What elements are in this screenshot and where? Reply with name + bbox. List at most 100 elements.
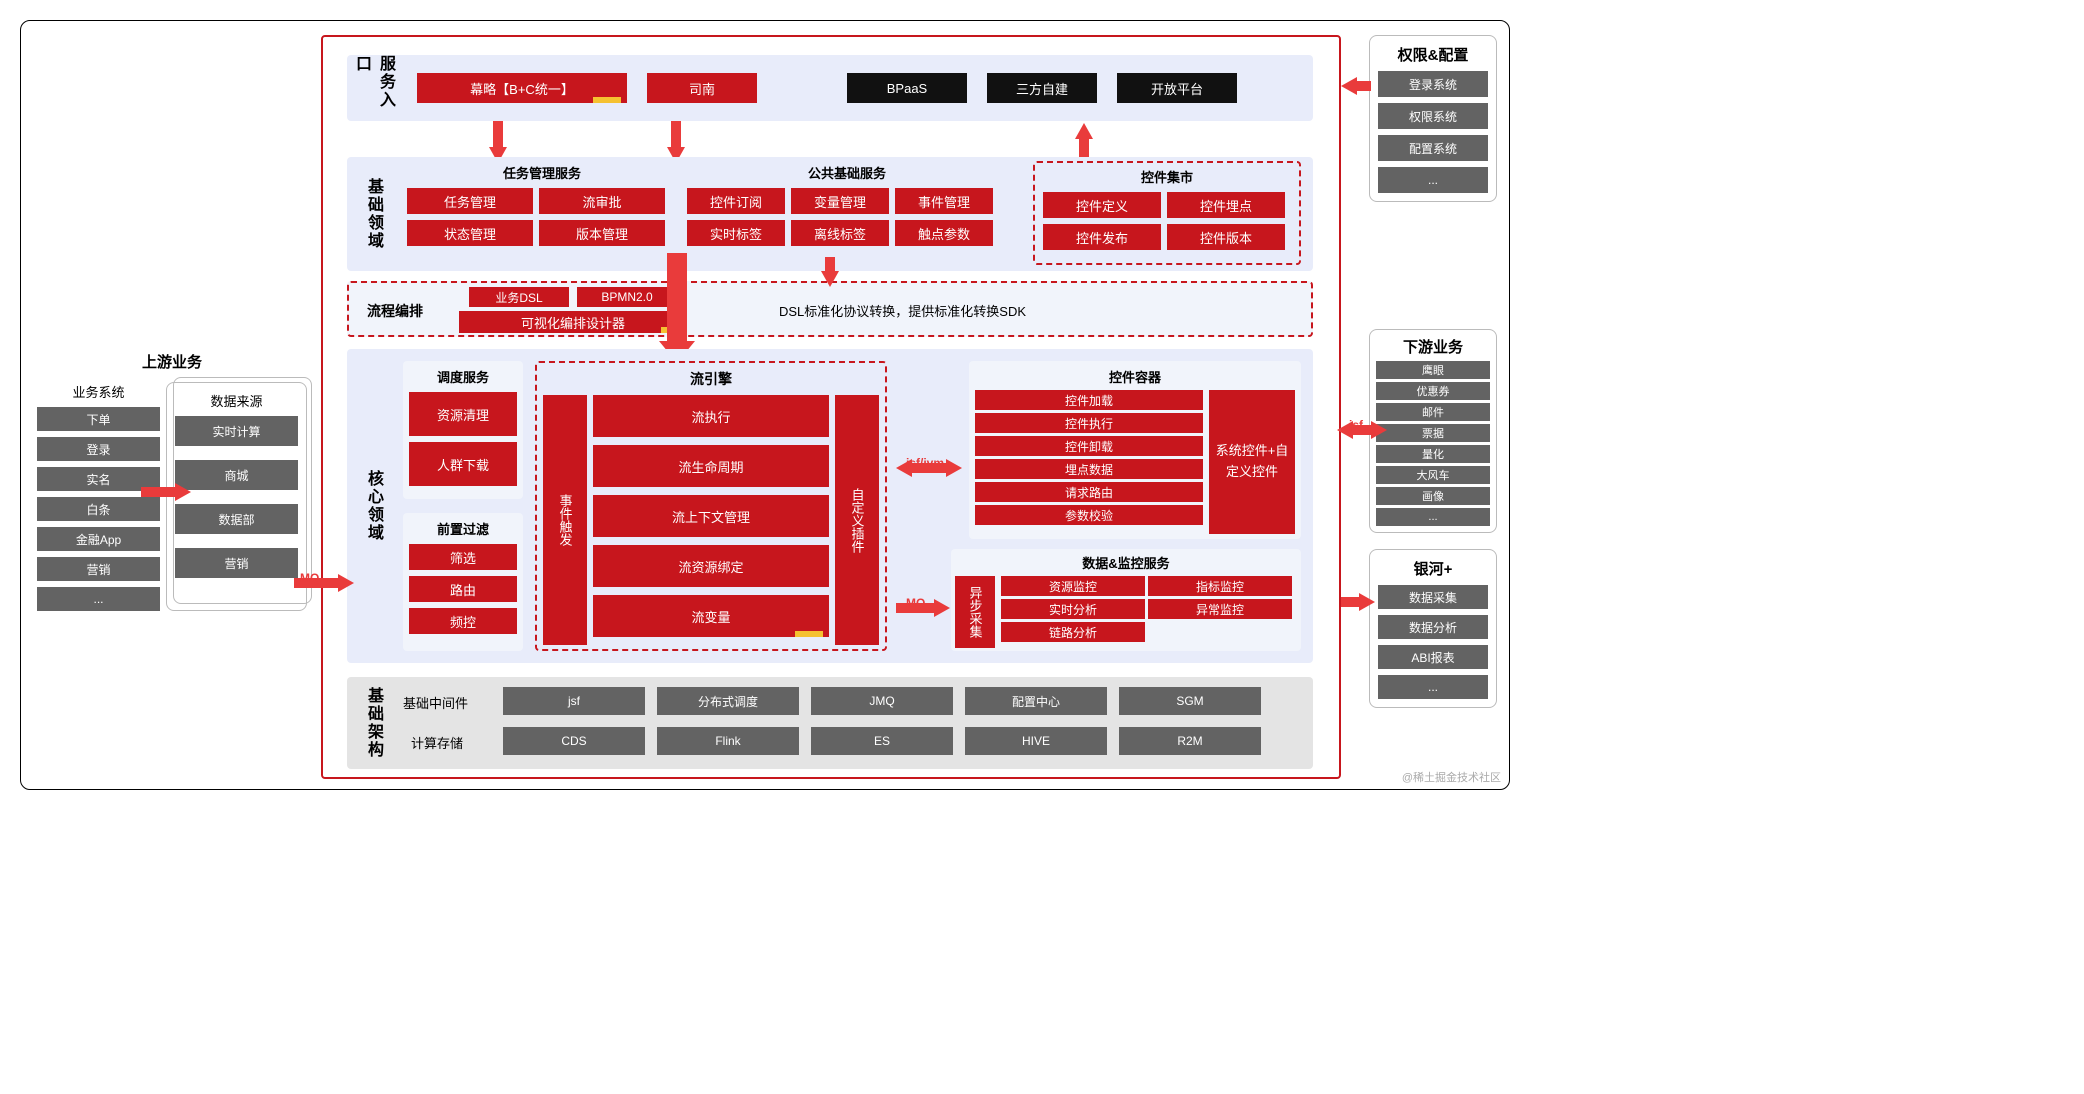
- base-mw-list-item: 配置中心: [965, 687, 1107, 715]
- base-mw-label: 基础中间件: [403, 693, 468, 712]
- base-domain-panel: 基础领域 任务管理服务 任务管理流审批状态管理版本管理 公共基础服务 控件订阅变…: [347, 157, 1313, 271]
- galaxy-list-item: 数据分析: [1378, 615, 1488, 639]
- task-mgmt-list-item: 状态管理: [407, 220, 533, 246]
- compute-list-item: ES: [811, 727, 953, 755]
- flow-mid-list-item: 流生命周期: [593, 445, 829, 487]
- task-mgmt-list-item: 任务管理: [407, 188, 533, 214]
- biz-sys-list-item: 金融App: [37, 527, 160, 551]
- pub-base-list-item: 控件订阅: [687, 188, 785, 214]
- widget-cont-left-item: 控件执行: [975, 413, 1203, 433]
- base-domain-label: 基础领域: [355, 157, 391, 271]
- biz-sys-list: 下单登录实名白条金融App营销...: [37, 407, 160, 611]
- data-src-list-item: 数据部: [175, 504, 298, 534]
- core-domain-label: 核心领域: [355, 349, 391, 663]
- compute-list-item: Flink: [657, 727, 799, 755]
- biz-sys-list-item: 营销: [37, 557, 160, 581]
- pre-filter-list-item: 路由: [409, 576, 517, 602]
- downstream-list: 鹰眼优惠券邮件票据量化大风车画像...: [1376, 361, 1490, 526]
- widget-market-list-item: 控件定义: [1043, 192, 1161, 218]
- widget-cont-left-item: 请求路由: [975, 482, 1203, 502]
- upstream-block: 上游业务 业务系统 下单登录实名白条金融App营销... 数据来源 实时计算商城…: [37, 351, 307, 611]
- widget-cont-left-item: 控件卸载: [975, 436, 1203, 456]
- data-mon-list-item: 实时分析: [1001, 599, 1145, 619]
- task-mgmt-list-item: 版本管理: [539, 220, 665, 246]
- upstream-title: 上游业务: [37, 351, 307, 372]
- widget-cont-left-item: 控件加载: [975, 390, 1203, 410]
- perm-list-item: ...: [1378, 167, 1488, 193]
- compute-label: 计算存储: [411, 733, 463, 752]
- core-domain-panel: 核心领域 调度服务 资源清理人群下载 前置过滤 筛选路由频控 流引擎 事件触发 …: [347, 349, 1313, 663]
- proc-biz-dsl: 业务DSL: [469, 287, 569, 307]
- arrow-jsf: jsf: [1349, 418, 1363, 432]
- flow-mid-list-item: 流执行: [593, 395, 829, 437]
- schedule-list: 资源清理人群下载: [409, 392, 517, 486]
- flow-mid-list-item: 流变量: [593, 595, 829, 637]
- flow-mid-list-item: 流资源绑定: [593, 545, 829, 587]
- compute-list: CDSFlinkESHIVER2M: [503, 727, 1261, 755]
- perm-list: 登录系统权限系统配置系统...: [1378, 71, 1488, 193]
- compute-list-item: HIVE: [965, 727, 1107, 755]
- downstream-list-item: 票据: [1376, 424, 1490, 442]
- pub-base-list-item: 事件管理: [895, 188, 993, 214]
- widget-cont-right: 系统控件+自定义控件: [1209, 390, 1295, 534]
- base-mw-list-item: SGM: [1119, 687, 1261, 715]
- arrow-mq1: MQ: [300, 571, 319, 585]
- base-mw-list-item: JMQ: [811, 687, 953, 715]
- proc-bpmn: BPMN2.0: [577, 287, 677, 307]
- data-mon-list-item: 异常监控: [1148, 599, 1292, 619]
- widget-cont-left: 控件加载控件执行控件卸载埋点数据请求路由参数校验: [975, 390, 1203, 534]
- watermark: @稀土掘金技术社区: [1402, 769, 1501, 785]
- data-mon-list-item: 链路分析: [1001, 622, 1145, 642]
- base-arch-label: 基础架构: [355, 677, 391, 769]
- galaxy-list-item: ...: [1378, 675, 1488, 699]
- task-mgmt-list-item: 流审批: [539, 188, 665, 214]
- main-frame: 服务入口 幕略【B+C统一】 司南 BPaaS 三方自建 开放平台 基础领域 任…: [321, 35, 1341, 779]
- compute-list-item: R2M: [1119, 727, 1261, 755]
- downstream-title: 下游业务: [1376, 336, 1490, 357]
- downstream-list-item: 大风车: [1376, 466, 1490, 484]
- widget-market-list-item: 控件发布: [1043, 224, 1161, 250]
- data-src-list-item: 营销: [175, 548, 298, 578]
- downstream-list-item: ...: [1376, 508, 1490, 526]
- data-mon-list: 资源监控指标监控实时分析异常监控链路分析: [1001, 576, 1297, 648]
- task-mgmt-list: 任务管理流审批状态管理版本管理: [407, 188, 677, 246]
- galaxy-list: 数据采集数据分析 ABI报表...: [1378, 585, 1488, 699]
- downstream-list-item: 画像: [1376, 487, 1490, 505]
- galaxy-list-item: ABI报表: [1378, 645, 1488, 669]
- perm-list-item: 配置系统: [1378, 135, 1488, 161]
- arrow-mq2: MQ: [906, 596, 925, 610]
- galaxy-panel: 银河+ 数据采集数据分析ABI报表...: [1369, 549, 1497, 708]
- downstream-list-item: 鹰眼: [1376, 361, 1490, 379]
- flow-right: 自定义插件: [835, 395, 879, 645]
- arrow-jsf-jvm: jsf/jvm: [906, 456, 944, 470]
- proc-desc: DSL标准化协议转换，提供标准化转换SDK: [779, 301, 1026, 320]
- pub-base-list: 控件订阅变量管理事件管理实时标签离线标签触点参数: [687, 188, 1007, 246]
- svc-black-1: 三方自建: [987, 73, 1097, 103]
- pre-filter-list: 筛选路由频控: [409, 544, 517, 634]
- schedule-list-item: 人群下载: [409, 442, 517, 486]
- pre-filter-list-item: 筛选: [409, 544, 517, 570]
- base-mw-list-item: jsf: [503, 687, 645, 715]
- widget-market-title: 控件集市: [1035, 167, 1299, 186]
- schedule-list-item: 资源清理: [409, 392, 517, 436]
- base-mw-list: jsf 分布式调度 JMQ 配置中心 SGM: [503, 687, 1261, 715]
- base-mw-list-item: 分布式调度: [657, 687, 799, 715]
- pre-filter-title: 前置过滤: [409, 519, 517, 538]
- pub-base-list-item: 实时标签: [687, 220, 785, 246]
- widget-cont-title: 控件容器: [975, 367, 1295, 386]
- flow-engine-title: 流引擎: [543, 369, 879, 389]
- data-src-title: 数据来源: [175, 391, 298, 410]
- biz-sys-list-item: 登录: [37, 437, 160, 461]
- perm-panel: 权限&配置 登录系统权限系统配置系统...: [1369, 35, 1497, 202]
- svc-black-2: 开放平台: [1117, 73, 1237, 103]
- data-src-list-item: 实时计算: [175, 416, 298, 446]
- perm-title: 权限&配置: [1378, 44, 1488, 65]
- downstream-list-item: 优惠券: [1376, 382, 1490, 400]
- pub-base-list-item: 变量管理: [791, 188, 889, 214]
- data-src-list-item: 商城: [175, 460, 298, 490]
- biz-sys-title: 业务系统: [37, 382, 160, 401]
- data-src-list: 实时计算商城数据部营销: [175, 416, 298, 578]
- svc-red-1: 司南: [647, 73, 757, 103]
- proc-orch-label: 流程编排: [367, 301, 423, 321]
- galaxy-list-item: 数据采集: [1378, 585, 1488, 609]
